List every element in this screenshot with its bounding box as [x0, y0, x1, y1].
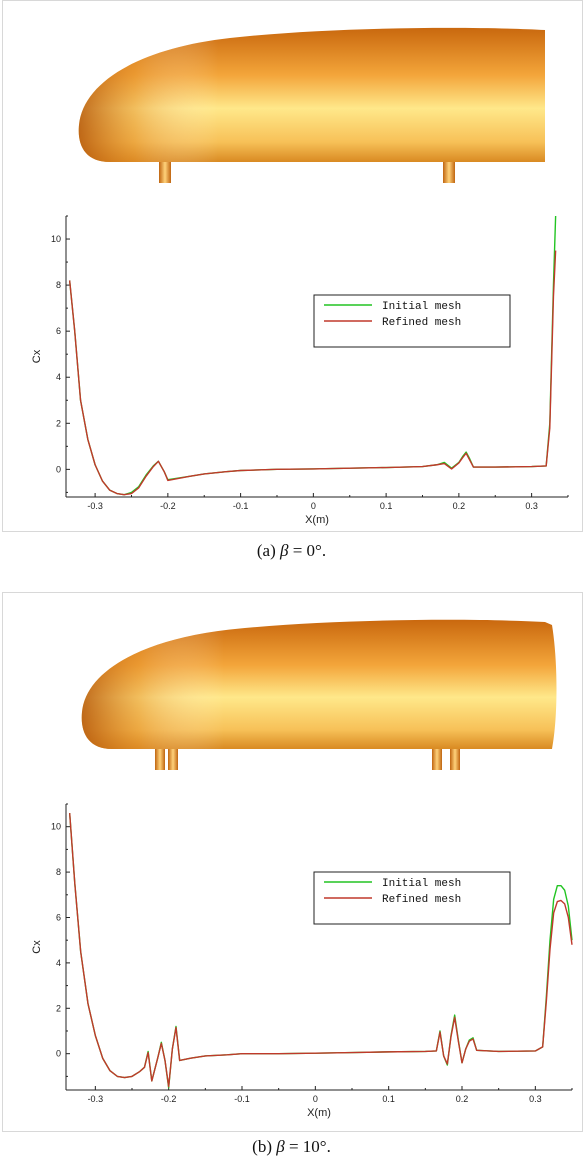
x-tick-label: 0.3: [529, 1094, 542, 1104]
support-leg-front-1: [155, 749, 165, 770]
y-tick-label: 0: [56, 1049, 61, 1059]
x-axis-title: X(m): [307, 1107, 331, 1119]
x-tick-label: -0.1: [233, 501, 249, 511]
legend: Initial mesh Refined mesh: [314, 295, 510, 347]
caption-prefix: (a): [257, 541, 276, 560]
x-tick-label: 0.1: [380, 501, 393, 511]
panel-a-graphic: 0 2 4 6 8 10 -0.3 -0.2 -0.1 0 0.1 0.2 0.3 X(m) Cx Initi…: [0, 0, 583, 535]
x-tick-label: 0.3: [525, 501, 538, 511]
series-line-refined-mesh: [70, 251, 556, 495]
x-tick-label: 0.2: [456, 1094, 469, 1104]
figure-panel-b: 0 2 4 6 8 10 -0.3 -0.2 -0.1 0 0.1 0.2 0.3 X(m) Cx Initi…: [0, 592, 583, 1153]
y-tick-label: 2: [56, 418, 61, 428]
x-tick-label: -0.3: [87, 501, 103, 511]
legend-label: Initial mesh: [382, 301, 461, 313]
x-tick-label: -0.2: [160, 501, 176, 511]
series-line-initial-mesh: [70, 813, 572, 1088]
legend-label: Initial mesh: [382, 878, 461, 890]
series-line-refined-mesh: [70, 813, 572, 1087]
legend-label: Refined mesh: [382, 894, 461, 906]
caption-prefix: (b): [252, 1137, 272, 1156]
y-tick-label: 6: [56, 326, 61, 336]
y-tick-label: 8: [56, 280, 61, 290]
x-axis-title: X(m): [305, 514, 329, 526]
x-tick-label: -0.3: [88, 1094, 104, 1104]
caption-value: = 10°.: [289, 1137, 331, 1156]
support-leg-rear-1: [432, 749, 442, 770]
y-tick-label: 0: [56, 464, 61, 474]
caption: (b) β = 10°.: [0, 1137, 583, 1157]
x-tick-label: 0: [311, 501, 316, 511]
chart-a: 0 2 4 6 8 10 -0.3 -0.2 -0.1 0 0.1 0.2 0.3 X(m) Cx Initi…: [31, 216, 568, 526]
caption-symbol: β: [276, 1137, 284, 1156]
support-leg-rear: [443, 162, 455, 183]
y-axis-title: Cx: [31, 940, 43, 954]
y-tick-label: 10: [51, 234, 61, 244]
caption: (a) β = 0°.: [0, 541, 583, 561]
y-tick-label: 10: [51, 822, 61, 832]
vehicle-body: [79, 28, 545, 183]
y-tick-label: 8: [56, 867, 61, 877]
y-tick-label: 2: [56, 1003, 61, 1013]
caption-symbol: β: [280, 541, 288, 560]
series-line-initial-mesh: [70, 216, 556, 495]
x-tick-label: 0.1: [382, 1094, 395, 1104]
support-leg-front: [159, 162, 171, 183]
chart-b: 0 2 4 6 8 10 -0.3 -0.2 -0.1 0 0.1 0.2 0.3 X(m) Cx Initi…: [31, 804, 572, 1119]
legend: Initial mesh Refined mesh: [314, 872, 510, 924]
support-leg-front-2: [168, 749, 178, 770]
x-tick-label: 0.2: [453, 501, 466, 511]
caption-value: = 0°.: [293, 541, 326, 560]
x-tick-label: -0.2: [161, 1094, 177, 1104]
vehicle-body: [82, 620, 557, 770]
x-tick-label: -0.1: [234, 1094, 250, 1104]
y-tick-label: 4: [56, 372, 61, 382]
support-leg-rear-2: [450, 749, 460, 770]
legend-label: Refined mesh: [382, 317, 461, 329]
x-tick-label: 0: [313, 1094, 318, 1104]
y-tick-label: 6: [56, 912, 61, 922]
figure-panel-a: 0 2 4 6 8 10 -0.3 -0.2 -0.1 0 0.1 0.2 0.3 X(m) Cx Initi…: [0, 0, 583, 590]
y-tick-label: 4: [56, 958, 61, 968]
panel-b-graphic: 0 2 4 6 8 10 -0.3 -0.2 -0.1 0 0.1 0.2 0.3 X(m) Cx Initi…: [0, 592, 583, 1132]
y-axis-title: Cx: [31, 349, 43, 363]
